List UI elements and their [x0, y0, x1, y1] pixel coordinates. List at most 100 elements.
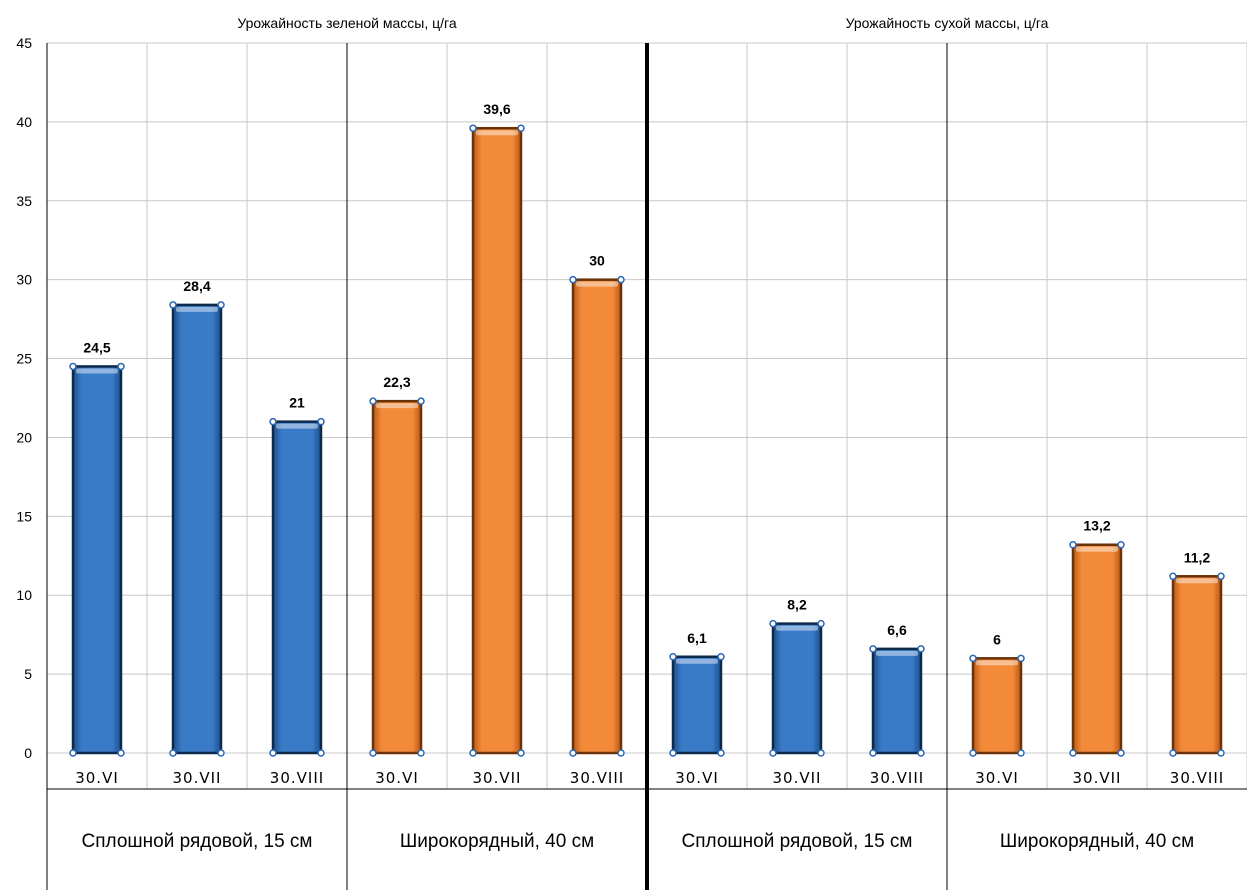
bar-handle	[369, 749, 377, 757]
group-label: Широкорядный, 40 см	[1000, 831, 1194, 852]
x-tick-label: 30.VIII	[570, 769, 624, 787]
bar-handle	[669, 653, 677, 661]
bar-handle	[517, 749, 525, 757]
bar-highlight	[276, 423, 318, 429]
bar-handle	[469, 124, 477, 132]
bar-highlight	[76, 368, 118, 374]
bar-handle	[1017, 654, 1025, 663]
bar-highlight	[476, 130, 518, 136]
bar-highlight	[976, 660, 1018, 666]
data-label: 6,6	[887, 622, 907, 638]
x-tick-label: 30.VI	[75, 769, 119, 787]
x-tick-label: 30.VIII	[1170, 769, 1224, 787]
y-tick-label: 10	[16, 587, 32, 603]
data-label: 39,6	[483, 101, 510, 117]
bar-handle	[269, 749, 277, 757]
y-tick-label: 30	[16, 272, 32, 288]
bar[interactable]	[471, 126, 523, 755]
bar-handle	[769, 619, 777, 628]
bar-handle	[169, 301, 177, 309]
bar-handle	[1169, 572, 1177, 581]
panel-title: Урожайность зеленой массы, ц/га	[237, 15, 456, 31]
bar-handle	[369, 397, 377, 405]
bar-handle	[617, 275, 625, 284]
bar-handle	[769, 749, 777, 757]
bar-handle	[869, 645, 877, 653]
bar-handle	[569, 749, 577, 757]
bar-highlight	[776, 625, 818, 631]
bar-handle	[817, 619, 825, 628]
bar-handle	[69, 749, 77, 757]
bar-highlight	[176, 306, 218, 312]
bar-handle	[469, 749, 477, 757]
bar-handle	[69, 362, 77, 371]
bar-highlight	[676, 658, 718, 664]
bar[interactable]	[871, 647, 923, 755]
bar-handle	[169, 749, 177, 757]
data-label: 30	[589, 253, 605, 269]
x-tick-label: 30.VI	[375, 769, 419, 787]
bar-highlight	[876, 650, 918, 656]
bar-handle	[1069, 540, 1077, 549]
bar-handle	[269, 417, 277, 426]
bar-handle	[917, 645, 925, 653]
bar-handle	[217, 749, 225, 757]
bar-highlight	[1076, 546, 1118, 552]
data-label: 8,2	[787, 597, 807, 613]
bar[interactable]	[371, 399, 423, 755]
bar-handle	[317, 749, 325, 757]
data-label: 21	[289, 395, 305, 411]
y-tick-label: 15	[16, 508, 32, 524]
x-tick-label: 30.VIII	[270, 769, 324, 787]
bar[interactable]	[271, 420, 323, 755]
x-tick-label: 30.VII	[1073, 769, 1122, 787]
y-tick-label: 45	[16, 35, 32, 51]
x-tick-label: 30.VI	[975, 769, 1019, 787]
bar[interactable]	[971, 657, 1023, 755]
bar-handle	[869, 749, 877, 757]
bar-handle	[117, 362, 125, 371]
bar-handle	[1117, 540, 1125, 549]
bar-handle	[717, 653, 725, 661]
bar-handle	[669, 749, 677, 757]
bar[interactable]	[171, 303, 223, 755]
bar-highlight	[376, 403, 418, 409]
bar[interactable]	[571, 278, 623, 755]
bar-handle	[417, 749, 425, 757]
data-label: 24,5	[83, 339, 110, 355]
bar-handle	[217, 301, 225, 309]
group-label: Широкорядный, 40 см	[400, 831, 594, 852]
x-tick-label: 30.VII	[173, 769, 222, 787]
bar-handle	[1217, 572, 1225, 581]
data-label: 6,1	[687, 630, 707, 646]
bar[interactable]	[771, 622, 823, 755]
bar-handle	[1217, 749, 1225, 757]
bar-handle	[717, 749, 725, 757]
data-label: 13,2	[1083, 518, 1110, 534]
bar-handle	[1169, 749, 1177, 757]
y-tick-label: 40	[16, 114, 32, 130]
data-label: 22,3	[383, 374, 410, 390]
y-tick-label: 25	[16, 351, 32, 367]
bar-handle	[969, 749, 977, 757]
bar-handle	[1117, 749, 1125, 757]
y-tick-label: 35	[16, 193, 32, 209]
bar[interactable]	[1071, 543, 1123, 755]
bar-handle	[617, 749, 625, 757]
bar-handle	[969, 654, 977, 663]
data-label: 6	[993, 631, 1001, 647]
bar-handle	[517, 124, 525, 132]
bar-handle	[1017, 749, 1025, 757]
bar-handle	[317, 417, 325, 426]
bar[interactable]	[71, 365, 123, 755]
bar-handle	[1069, 749, 1077, 757]
bar-handle	[117, 749, 125, 757]
bar[interactable]	[1171, 575, 1223, 755]
x-tick-label: 30.VI	[675, 769, 719, 787]
x-tick-label: 30.VII	[473, 769, 522, 787]
data-label: 11,2	[1184, 549, 1211, 565]
group-label: Сплошной рядовой, 15 см	[682, 831, 913, 852]
bar-highlight	[576, 281, 618, 287]
bar[interactable]	[671, 655, 723, 755]
